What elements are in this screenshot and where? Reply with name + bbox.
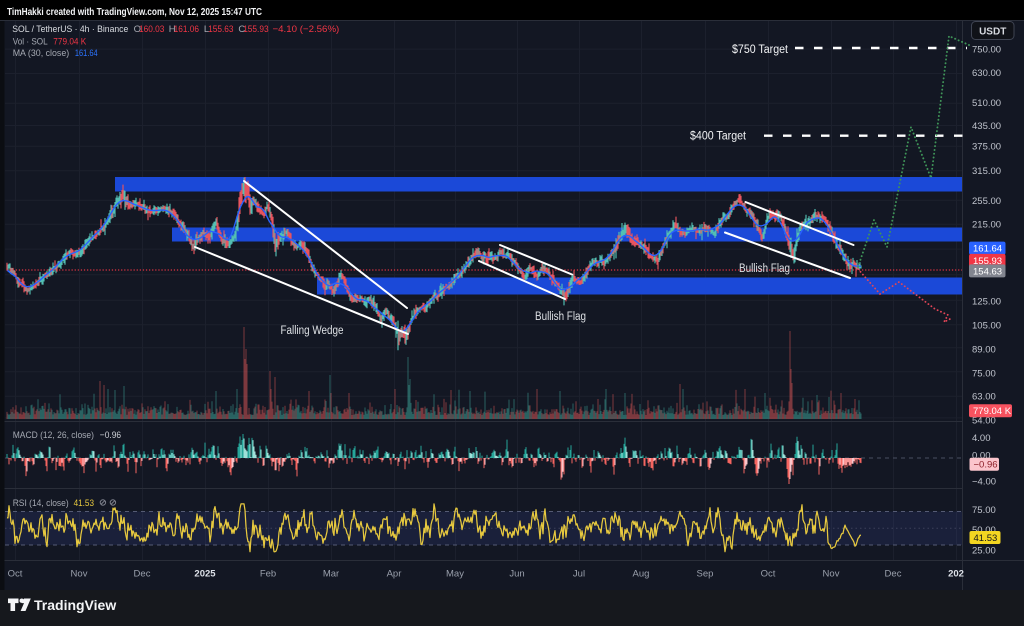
- svg-text:63.00: 63.00: [972, 392, 996, 403]
- svg-text:750.00: 750.00: [972, 45, 1001, 56]
- svg-text:May: May: [446, 569, 464, 580]
- svg-text:375.00: 375.00: [972, 142, 1001, 153]
- svg-text:779.04 K: 779.04 K: [53, 37, 87, 48]
- svg-text:2025: 2025: [194, 569, 216, 580]
- svg-text:161.06: 161.06: [174, 24, 199, 35]
- svg-text:Falling Wedge: Falling Wedge: [281, 325, 344, 337]
- svg-text:Aug: Aug: [633, 569, 650, 580]
- svg-text:155.63: 155.63: [208, 24, 233, 35]
- svg-text:255.00: 255.00: [972, 196, 1001, 207]
- svg-text:25.00: 25.00: [972, 545, 996, 556]
- svg-text:−0.96: −0.96: [100, 430, 121, 441]
- svg-text:−4.10 (−2.56%): −4.10 (−2.56%): [273, 24, 340, 35]
- svg-text:Jul: Jul: [573, 569, 585, 580]
- svg-text:O: O: [134, 24, 141, 35]
- svg-text:630.00: 630.00: [972, 68, 1001, 79]
- svg-text:160.03: 160.03: [139, 24, 164, 35]
- svg-text:435.00: 435.00: [972, 121, 1001, 132]
- svg-text:USDT: USDT: [979, 27, 1006, 38]
- svg-text:Jun: Jun: [509, 569, 524, 580]
- svg-text:−4.00: −4.00: [972, 477, 996, 488]
- svg-text:779.04 K: 779.04 K: [973, 406, 1012, 417]
- svg-text:$750 Target: $750 Target: [732, 44, 789, 56]
- svg-text:TimHakki created with TradingV: TimHakki created with TradingView.com, N…: [7, 7, 262, 18]
- svg-text:MACD (12, 26, close): MACD (12, 26, close): [13, 430, 94, 441]
- svg-text:$400 Target: $400 Target: [690, 131, 747, 143]
- svg-text:41.53: 41.53: [74, 498, 94, 509]
- svg-text:510.00: 510.00: [972, 98, 1001, 109]
- svg-text:Apr: Apr: [387, 569, 402, 580]
- svg-text:4.00: 4.00: [972, 433, 991, 444]
- svg-text:50.00: 50.00: [972, 525, 996, 536]
- svg-text:SOL / TetherUS · 4h · Binance: SOL / TetherUS · 4h · Binance: [12, 24, 128, 35]
- svg-text:Mar: Mar: [323, 569, 339, 580]
- svg-text:202: 202: [948, 569, 964, 580]
- svg-text:0.00: 0.00: [972, 451, 991, 462]
- svg-text:315.00: 315.00: [972, 166, 1001, 177]
- svg-text:Nov: Nov: [823, 569, 840, 580]
- svg-text:54.00: 54.00: [972, 416, 996, 427]
- svg-text:Bullish Flag: Bullish Flag: [535, 311, 586, 323]
- svg-text:TradingView: TradingView: [34, 597, 116, 613]
- svg-text:75.00: 75.00: [972, 369, 996, 380]
- svg-text:105.00: 105.00: [972, 321, 1001, 332]
- svg-text:Dec: Dec: [885, 569, 902, 580]
- svg-text:Oct: Oct: [8, 569, 23, 580]
- svg-text:−0.96: −0.96: [974, 460, 998, 471]
- svg-text:Dec: Dec: [134, 569, 151, 580]
- svg-text:RSI (14, close): RSI (14, close): [13, 498, 69, 509]
- svg-text:154.63: 154.63: [973, 266, 1002, 277]
- svg-text:155.93: 155.93: [243, 24, 268, 35]
- svg-text:Sep: Sep: [697, 569, 714, 580]
- svg-text:161.64: 161.64: [973, 244, 1002, 255]
- svg-text:Feb: Feb: [260, 569, 276, 580]
- svg-text:H: H: [169, 24, 176, 35]
- svg-text:155.93: 155.93: [973, 256, 1002, 267]
- svg-text:41.53: 41.53: [974, 533, 998, 544]
- svg-text:L: L: [204, 24, 209, 35]
- svg-text:C: C: [238, 24, 245, 35]
- svg-text:Nov: Nov: [71, 569, 88, 580]
- svg-text:161.64: 161.64: [75, 48, 98, 59]
- svg-text:89.00: 89.00: [972, 345, 996, 356]
- svg-text:75.00: 75.00: [972, 505, 996, 516]
- svg-text:Vol · SOL: Vol · SOL: [13, 37, 48, 48]
- svg-text:MA (30, close): MA (30, close): [13, 48, 69, 59]
- svg-text:125.00: 125.00: [972, 297, 1001, 308]
- svg-text:215.00: 215.00: [972, 220, 1001, 231]
- svg-text:Bullish Flag: Bullish Flag: [739, 263, 790, 275]
- svg-text:Oct: Oct: [761, 569, 776, 580]
